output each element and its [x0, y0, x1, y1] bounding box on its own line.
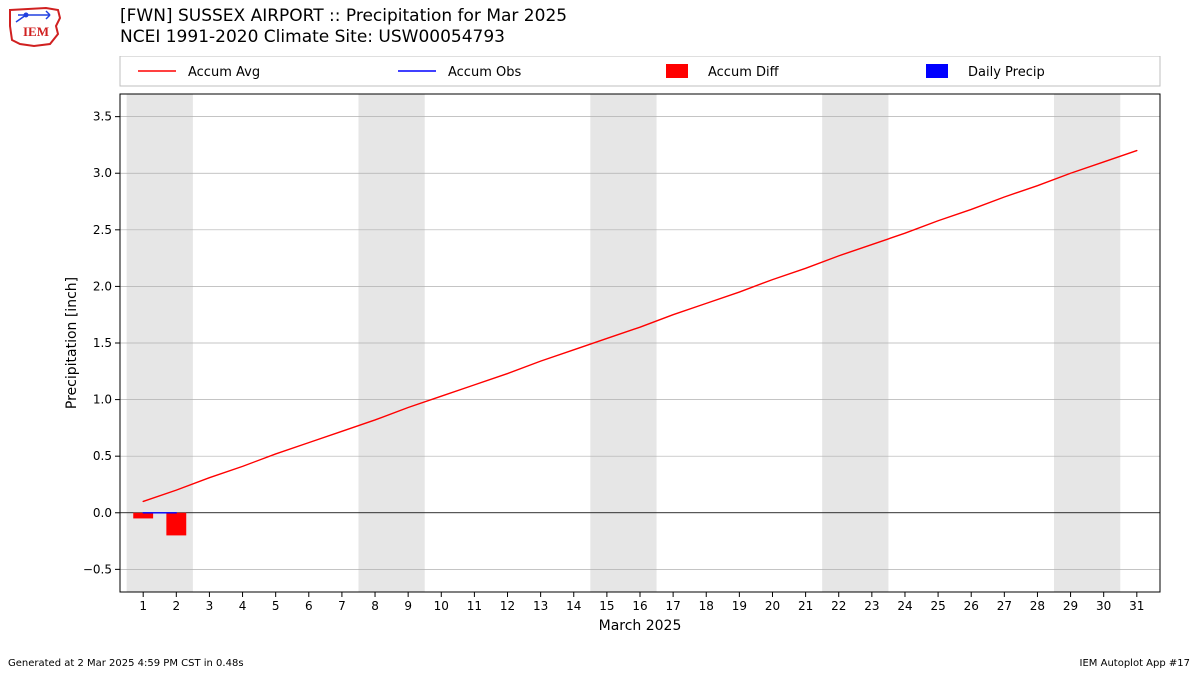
footer-generated: Generated at 2 Mar 2025 4:59 PM CST in 0… [8, 658, 244, 669]
svg-text:28: 28 [1030, 599, 1045, 613]
svg-text:7: 7 [338, 599, 346, 613]
svg-text:2.0: 2.0 [93, 279, 112, 293]
precip-chart: Accum Avg Accum Obs Accum Diff Daily Precip… [60, 56, 1170, 652]
svg-text:5: 5 [272, 599, 280, 613]
svg-text:1.0: 1.0 [93, 393, 112, 407]
chart-svg: Accum Avg Accum Obs Accum Diff Daily Precip… [60, 56, 1170, 652]
footer-appname: IEM Autoplot App #17 [1080, 658, 1190, 669]
svg-text:2.5: 2.5 [93, 223, 112, 237]
svg-text:1: 1 [139, 599, 147, 613]
svg-text:22: 22 [831, 599, 846, 613]
svg-text:13: 13 [533, 599, 548, 613]
svg-text:March 2025: March 2025 [599, 618, 682, 634]
svg-text:Precipitation [inch]: Precipitation [inch] [64, 277, 80, 409]
svg-text:1.5: 1.5 [93, 336, 112, 350]
svg-text:23: 23 [864, 599, 879, 613]
svg-text:6: 6 [305, 599, 313, 613]
svg-text:27: 27 [997, 599, 1012, 613]
svg-text:3.0: 3.0 [93, 166, 112, 180]
chart-title-line1: [FWN] SUSSEX AIRPORT :: Precipitation fo… [120, 6, 567, 27]
svg-text:3.5: 3.5 [93, 110, 112, 124]
svg-text:25: 25 [930, 599, 945, 613]
svg-text:16: 16 [632, 599, 647, 613]
svg-text:10: 10 [434, 599, 449, 613]
svg-text:4: 4 [239, 599, 247, 613]
svg-text:IEM: IEM [23, 24, 49, 39]
svg-text:24: 24 [897, 599, 912, 613]
svg-text:3: 3 [206, 599, 214, 613]
iem-logo: IEM [6, 4, 66, 48]
svg-text:15: 15 [599, 599, 614, 613]
svg-text:−0.5: −0.5 [83, 562, 112, 576]
svg-text:9: 9 [404, 599, 412, 613]
svg-text:14: 14 [566, 599, 581, 613]
svg-text:29: 29 [1063, 599, 1078, 613]
svg-text:Accum Diff: Accum Diff [708, 65, 780, 80]
svg-text:31: 31 [1129, 599, 1144, 613]
svg-text:0.0: 0.0 [93, 506, 112, 520]
svg-text:8: 8 [371, 599, 379, 613]
svg-text:17: 17 [665, 599, 680, 613]
chart-title-block: [FWN] SUSSEX AIRPORT :: Precipitation fo… [120, 6, 567, 49]
svg-text:20: 20 [765, 599, 780, 613]
svg-text:21: 21 [798, 599, 813, 613]
svg-text:12: 12 [500, 599, 515, 613]
svg-text:2: 2 [172, 599, 180, 613]
svg-text:18: 18 [699, 599, 714, 613]
chart-title-line2: NCEI 1991-2020 Climate Site: USW00054793 [120, 27, 567, 48]
svg-text:11: 11 [467, 599, 482, 613]
svg-text:19: 19 [732, 599, 747, 613]
svg-text:Accum Avg: Accum Avg [188, 65, 260, 80]
svg-text:Accum Obs: Accum Obs [448, 65, 521, 80]
svg-text:26: 26 [964, 599, 979, 613]
svg-text:30: 30 [1096, 599, 1111, 613]
svg-text:Daily Precip: Daily Precip [968, 65, 1045, 80]
svg-text:0.5: 0.5 [93, 449, 112, 463]
